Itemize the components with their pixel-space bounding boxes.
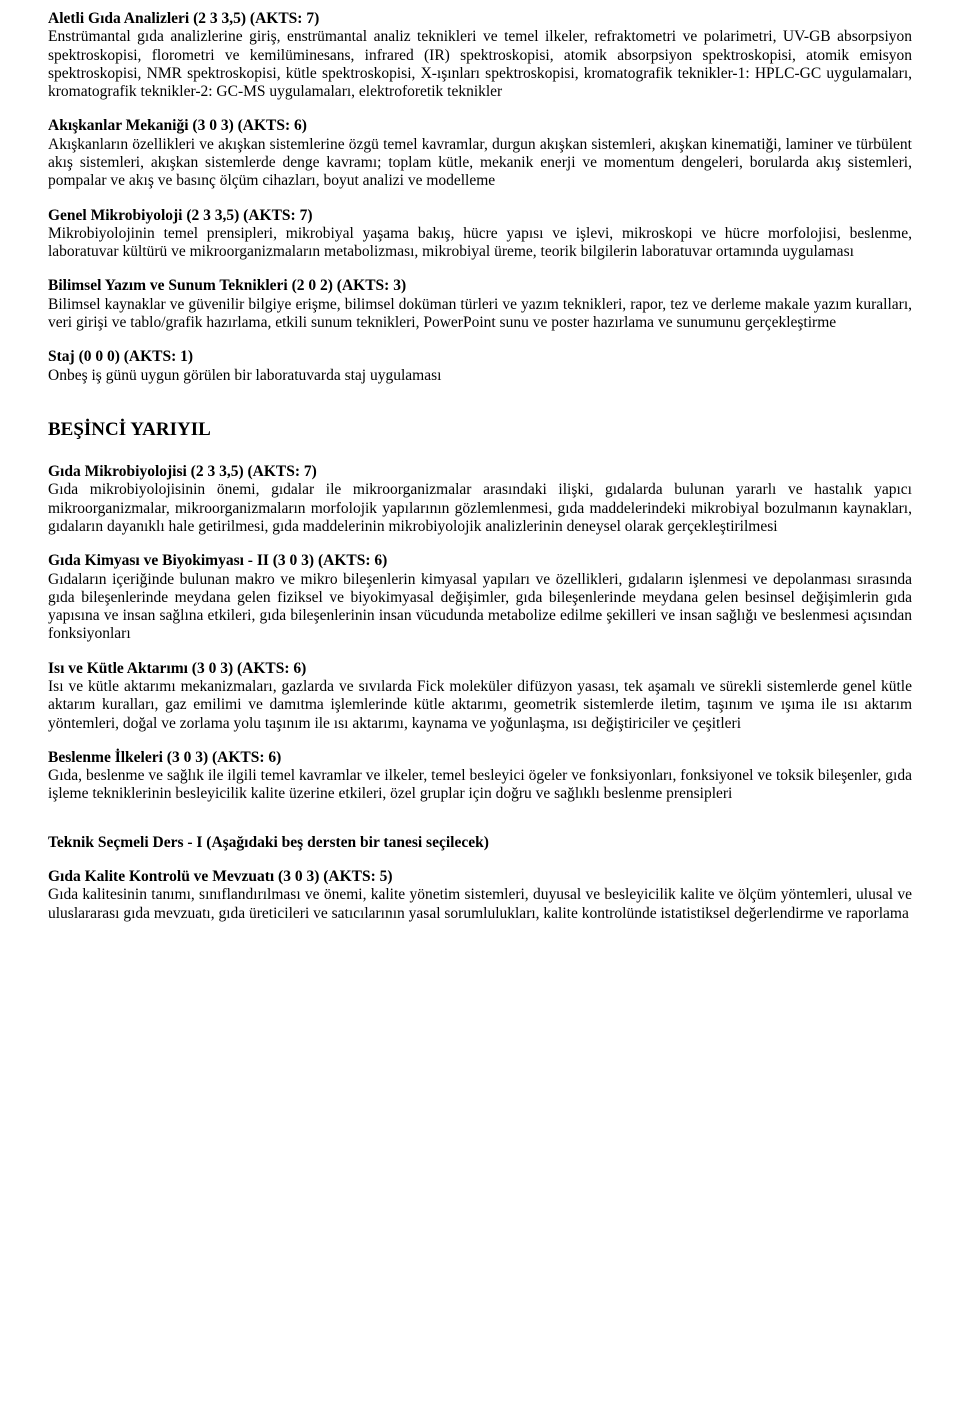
course-description: Gıdaların içeriğinde bulunan makro ve mi…	[48, 571, 912, 643]
elective-heading: Teknik Seçmeli Ders - I (Aşağıdaki beş d…	[48, 834, 912, 852]
course-title: Beslenme İlkeleri (3 0 3) (AKTS: 6)	[48, 749, 281, 766]
course-description: Enstrümantal gıda analizlerine giriş, en…	[48, 28, 912, 100]
course-description: Gıda mikrobiyolojisinin önemi, gıdalar i…	[48, 481, 912, 535]
course-block: Beslenme İlkeleri (3 0 3) (AKTS: 6)Gıda,…	[48, 749, 912, 804]
course-title: Staj (0 0 0) (AKTS: 1)	[48, 348, 193, 365]
course-title: Aletli Gıda Analizleri (2 3 3,5) (AKTS: …	[48, 10, 319, 27]
course-description: Akışkanların özellikleri ve akışkan sist…	[48, 136, 912, 190]
course-block: Gıda Kimyası ve Biyokimyası - II (3 0 3)…	[48, 552, 912, 643]
course-title: Gıda Kimyası ve Biyokimyası - II (3 0 3)…	[48, 552, 387, 569]
course-title: Isı ve Kütle Aktarımı (3 0 3) (AKTS: 6)	[48, 660, 306, 677]
course-title: Gıda Kalite Kontrolü ve Mevzuatı (3 0 3)…	[48, 868, 393, 885]
course-description: Isı ve kütle aktarımı mekanizmaları, gaz…	[48, 678, 912, 732]
course-title: Akışkanlar Mekaniği (3 0 3) (AKTS: 6)	[48, 117, 307, 134]
course-description: Mikrobiyolojinin temel prensipleri, mikr…	[48, 225, 912, 260]
course-block: Bilimsel Yazım ve Sunum Teknikleri (2 0 …	[48, 277, 912, 332]
course-block: Aletli Gıda Analizleri (2 3 3,5) (AKTS: …	[48, 10, 912, 101]
course-description: Onbeş iş günü uygun görülen bir laboratu…	[48, 367, 441, 384]
course-description: Gıda, beslenme ve sağlık ile ilgili teme…	[48, 767, 912, 802]
course-description: Gıda kalitesinin tanımı, sınıflandırılma…	[48, 886, 912, 921]
course-block: Akışkanlar Mekaniği (3 0 3) (AKTS: 6) Akı…	[48, 117, 912, 190]
course-block: Gıda Mikrobiyolojisi (2 3 3,5) (AKTS: 7)…	[48, 463, 912, 536]
course-block: Genel Mikrobiyoloji (2 3 3,5) (AKTS: 7)M…	[48, 207, 912, 262]
course-block: Staj (0 0 0) (AKTS: 1) Onbeş iş günü uygu…	[48, 348, 912, 385]
course-title: Gıda Mikrobiyolojisi (2 3 3,5) (AKTS: 7)	[48, 463, 317, 480]
semester-heading: BEŞİNCİ YARIYIL	[48, 419, 912, 441]
course-title: Genel Mikrobiyoloji (2 3 3,5) (AKTS: 7)	[48, 207, 313, 224]
course-block: Gıda Kalite Kontrolü ve Mevzuatı (3 0 3)…	[48, 868, 912, 923]
course-title: Bilimsel Yazım ve Sunum Teknikleri (2 0 …	[48, 277, 406, 294]
course-block: Isı ve Kütle Aktarımı (3 0 3) (AKTS: 6)I…	[48, 660, 912, 733]
course-description: Bilimsel kaynaklar ve güvenilir bilgiye …	[48, 296, 912, 331]
